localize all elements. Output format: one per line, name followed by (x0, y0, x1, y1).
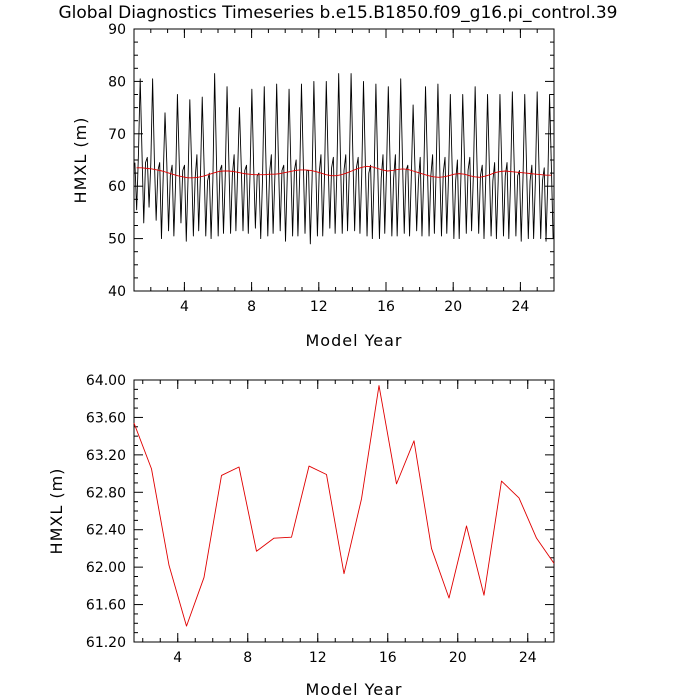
y-tick-label: 62.80 (86, 485, 126, 501)
x-tick-label: 8 (243, 650, 252, 666)
x-axis-label: Model Year (306, 331, 403, 350)
series-line-0 (134, 73, 554, 245)
y-axis-label: HMXL (m) (71, 117, 90, 204)
x-tick-label: 16 (379, 650, 397, 666)
y-tick-label: 40 (108, 284, 126, 300)
series-line-0 (133, 385, 555, 627)
x-tick-label: 24 (519, 650, 537, 666)
y-tick-label: 80 (108, 74, 126, 90)
x-axis-label: Model Year (306, 680, 403, 699)
bottom-plot: 4 8 12 16 20 24 61.20 61.60 62.00 62.40 62.80 63.20… (47, 373, 555, 699)
y-tick-label: 64.00 (86, 373, 126, 389)
y-tick-label: 62.00 (86, 560, 126, 576)
x-tick-label: 24 (511, 299, 529, 315)
chart-title: Global Diagnostics Timeseries b.e15.B185… (59, 3, 618, 23)
x-tick-label: 20 (444, 299, 462, 315)
y-tick-label: 70 (108, 127, 126, 143)
y-tick-label: 60 (108, 179, 126, 195)
x-tick-label: 12 (309, 650, 327, 666)
y-tick-label: 63.20 (86, 448, 126, 464)
y-tick-label: 61.20 (86, 635, 126, 651)
plot-frame (133, 379, 555, 643)
y-tick-label: 90 (108, 22, 126, 38)
y-tick-label: 61.60 (86, 598, 126, 614)
x-tick-label: 16 (377, 299, 395, 315)
x-tick-label: 4 (180, 299, 189, 315)
x-tick-label: 4 (173, 650, 182, 666)
y-axis-label: HMXL (m) (47, 468, 66, 555)
series-line-1 (136, 165, 552, 179)
y-tick-label: 63.60 (86, 410, 126, 426)
x-tick-label: 12 (310, 299, 328, 315)
y-tick-label: 50 (108, 232, 126, 248)
y-tick-label: 62.40 (86, 523, 126, 539)
x-tick-label: 20 (449, 650, 467, 666)
top-plot: 4 8 12 16 20 24 40 50 60 70 80 90 Model Year HMXL (m) (71, 22, 555, 350)
x-tick-label: 8 (247, 299, 256, 315)
